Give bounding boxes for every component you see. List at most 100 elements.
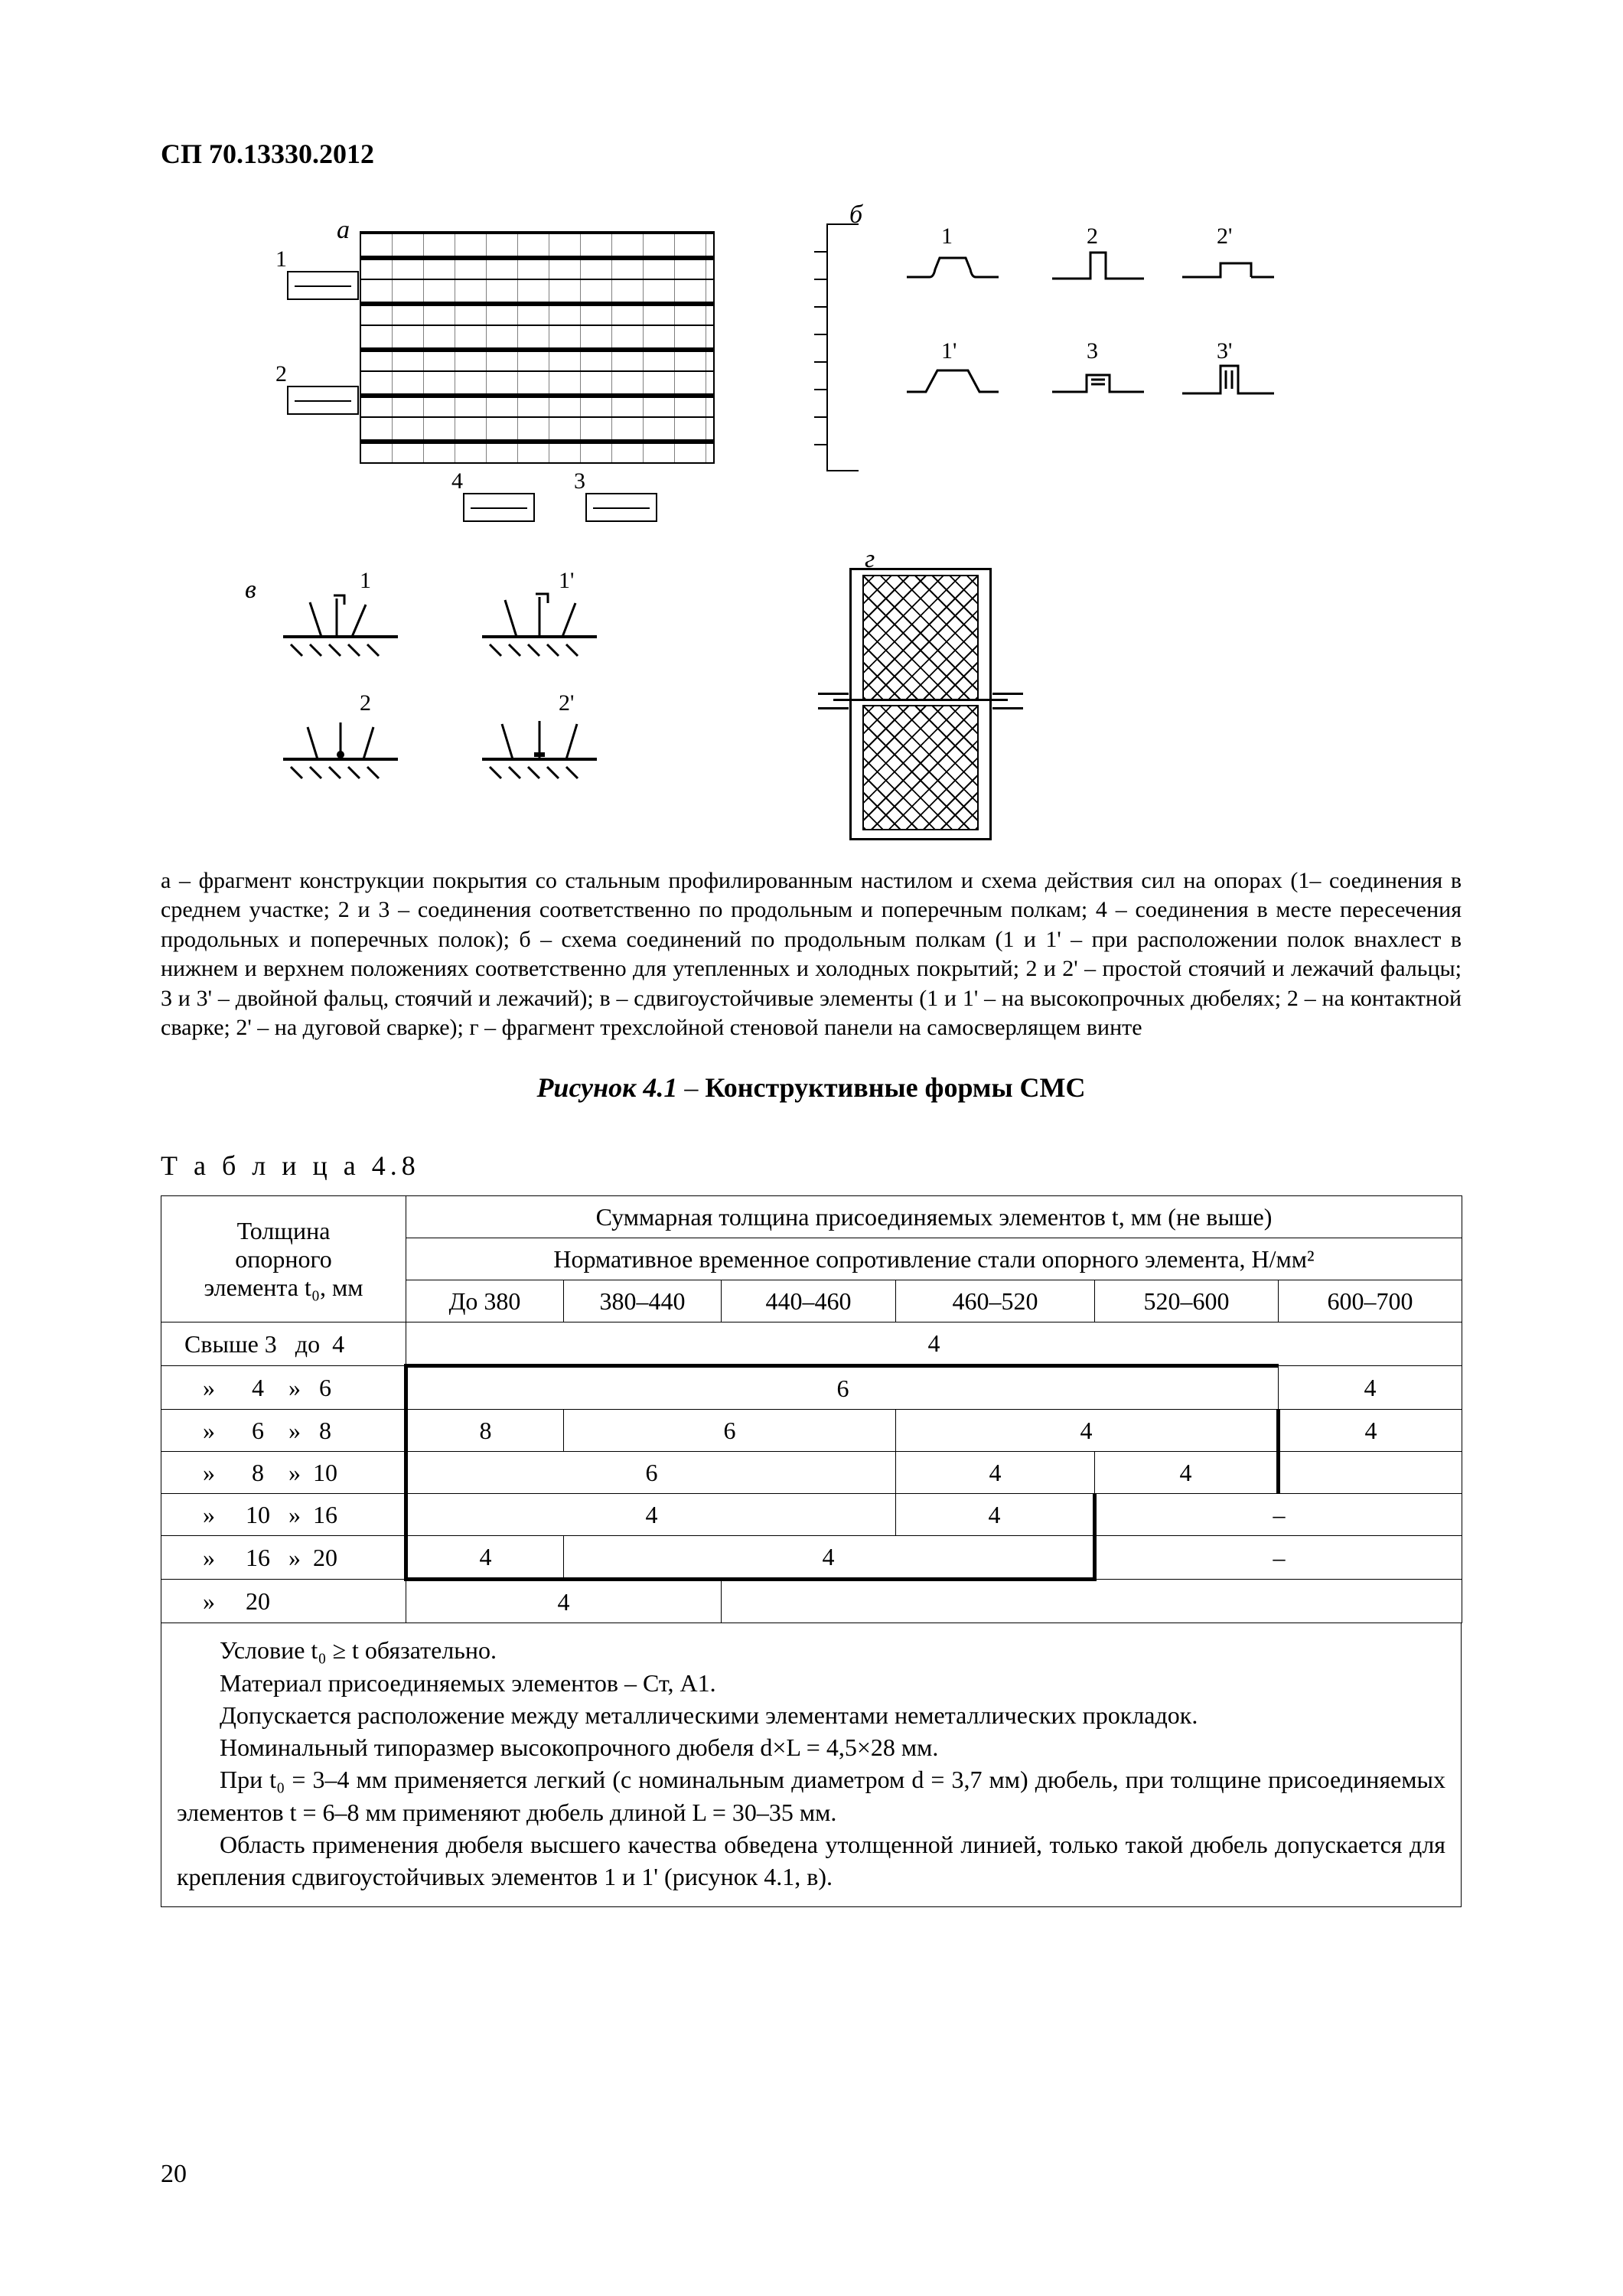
th-col-4: 520–600 (1095, 1280, 1279, 1322)
cell: 4 (1279, 1366, 1462, 1410)
cell: 6 (406, 1366, 1279, 1410)
cell-rowlabel: » 8 » 10 (161, 1452, 406, 1494)
seam-profile-2 (1048, 246, 1148, 285)
th-col-2: 440–460 (722, 1280, 896, 1322)
deck-num-2: 2 (275, 361, 287, 387)
dowel-num-2p: 2' (559, 690, 574, 716)
th-col-1: 380–440 (564, 1280, 722, 1322)
table-label: Т а б л и ц а 4.8 (161, 1150, 1462, 1182)
cell (722, 1580, 1462, 1623)
deck-callout-1 (287, 271, 359, 300)
th-rowhead-l2: опорного (168, 1245, 399, 1274)
seam-profile-3 (1048, 361, 1148, 400)
dowel-num-1p: 1' (559, 568, 574, 594)
cell: – (1095, 1536, 1462, 1580)
cell: 4 (406, 1322, 1462, 1366)
cell: 6 (406, 1452, 896, 1494)
cell: 4 (1279, 1410, 1462, 1452)
th-col-3: 460–520 (896, 1280, 1095, 1322)
table-row: » 6 » 8 8 6 4 4 (161, 1410, 1462, 1452)
sandwich-screw-left (818, 693, 849, 709)
sandwich-panel (849, 568, 992, 840)
th-sub: Нормативное временное сопротивление стал… (406, 1238, 1462, 1280)
table-note: При t₀ = 3–4 мм применяется легкий (с но… (177, 1763, 1445, 1828)
cell: 4 (406, 1536, 564, 1580)
th-rowhead-l3: элемента t₀, мм (168, 1274, 399, 1302)
cell-rowlabel: Свыше 3 до 4 (161, 1322, 406, 1366)
bracket-column (826, 223, 859, 471)
dowel-num-2: 2 (360, 690, 371, 716)
dowel-detail-1p (474, 591, 605, 660)
figure-title: Рисунок 4.1 – Конструктивные формы СМС (161, 1071, 1462, 1104)
fig-label-v: в (245, 576, 256, 605)
cell: 4 (896, 1452, 1095, 1494)
cell: 6 (564, 1410, 896, 1452)
th-top: Суммарная толщина присоединяемых элемент… (406, 1196, 1462, 1238)
sandwich-screw-right (992, 693, 1023, 709)
th-rowhead: Толщина опорного элемента t₀, мм (161, 1196, 406, 1322)
sandwich-core-bottom (862, 705, 979, 830)
cell-rowlabel: » 6 » 8 (161, 1410, 406, 1452)
th-col-5: 600–700 (1279, 1280, 1462, 1322)
cell-rowlabel: » 16 » 20 (161, 1536, 406, 1580)
cell: 4 (896, 1410, 1279, 1452)
th-rowhead-l1: Толщина (168, 1217, 399, 1245)
deck-callout-2 (287, 386, 359, 415)
figure-title-prefix: Рисунок 4.1 (536, 1072, 677, 1103)
table-row: » 20 4 (161, 1580, 1462, 1623)
cell-rowlabel: » 10 » 16 (161, 1494, 406, 1536)
cell: 4 (406, 1494, 896, 1536)
table-4-8: Толщина опорного элемента t₀, мм Суммарн… (161, 1195, 1462, 1623)
table-row: » 4 » 6 6 4 (161, 1366, 1462, 1410)
seam-num-1: 1 (941, 223, 953, 249)
table-row: Свыше 3 до 4 4 (161, 1322, 1462, 1366)
deck-num-1: 1 (275, 246, 287, 272)
sandwich-core-top (862, 575, 979, 700)
seam-profile-3p (1178, 361, 1278, 400)
seam-num-2: 2 (1087, 223, 1098, 249)
table-note: Материал присоединяемых элементов – Ст, … (177, 1667, 1445, 1699)
cell-rowlabel: » 20 (161, 1580, 406, 1623)
fig-label-a: а (337, 216, 350, 245)
sandwich-joint (833, 699, 1008, 701)
figure-caption: а – фрагмент конструкции покрытия со ста… (161, 866, 1462, 1042)
deck-callout-3 (585, 493, 657, 522)
figure-title-main: Конструктивные формы СМС (705, 1072, 1085, 1103)
cell: 4 (406, 1580, 722, 1623)
table-row: » 10 » 16 4 4 – (161, 1494, 1462, 1536)
th-col-0: До 380 (406, 1280, 564, 1322)
seam-num-3p: 3' (1217, 338, 1232, 364)
seam-profile-1p (903, 361, 1002, 400)
dowel-detail-2p (474, 713, 605, 782)
cell (1279, 1452, 1462, 1494)
deck-num-4: 4 (451, 468, 463, 494)
deck-plan (360, 231, 715, 464)
deck-num-3: 3 (574, 468, 585, 494)
seam-profile-2p (1178, 246, 1278, 285)
table-note: Номинальный типоразмер высокопрочного дю… (177, 1731, 1445, 1763)
cell-rowlabel: » 4 » 6 (161, 1366, 406, 1410)
table-row: » 8 » 10 6 4 4 (161, 1452, 1462, 1494)
dowel-num-1: 1 (360, 568, 371, 594)
seam-num-3: 3 (1087, 338, 1098, 364)
dowel-detail-2 (275, 713, 406, 782)
doc-header: СП 70.13330.2012 (161, 138, 1462, 170)
cell: 4 (564, 1536, 1095, 1580)
table-note: Допускается расположение между металличе… (177, 1699, 1445, 1731)
cell: 8 (406, 1410, 564, 1452)
deck-callout-4 (463, 493, 535, 522)
seam-profile-1 (903, 246, 1002, 285)
cell: 4 (896, 1494, 1095, 1536)
figure-4-1: а б в г 1 2 3 4 1 2 2' 1' 3 (161, 201, 1462, 843)
figure-title-sep: – (677, 1072, 705, 1103)
cell: – (1095, 1494, 1462, 1536)
table-notes: Условие t₀ ≥ t обязательно. Материал при… (161, 1623, 1462, 1907)
seam-num-2p: 2' (1217, 223, 1232, 249)
cell: 4 (1095, 1452, 1279, 1494)
table-note: Условие t₀ ≥ t обязательно. (177, 1634, 1445, 1666)
seam-num-1p: 1' (941, 338, 957, 364)
table-note: Область применения дюбеля высшего качест… (177, 1828, 1445, 1893)
table-row: » 16 » 20 4 4 – (161, 1536, 1462, 1580)
dowel-detail-1 (275, 591, 406, 660)
page-number: 20 (161, 2160, 187, 2189)
